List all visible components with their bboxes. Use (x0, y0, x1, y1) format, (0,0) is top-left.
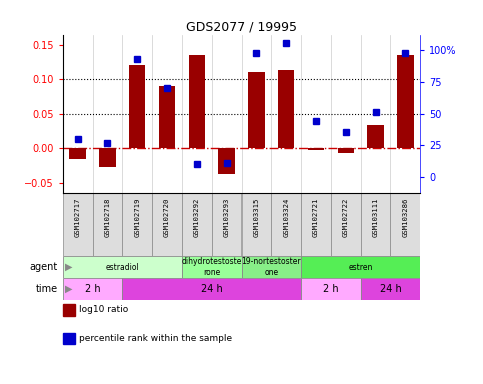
Bar (242, 193, 271, 257)
Bar (301, 278, 361, 300)
Bar (308, 148, 324, 150)
Text: estren: estren (348, 263, 373, 271)
Text: GSM102720: GSM102720 (164, 198, 170, 237)
Text: ▶: ▶ (65, 284, 73, 294)
Bar (331, 193, 361, 257)
Bar (63, 278, 122, 300)
Bar (63, 193, 93, 257)
Text: 2 h: 2 h (85, 284, 100, 294)
Bar (242, 257, 301, 278)
Title: GDS2077 / 19995: GDS2077 / 19995 (186, 20, 297, 33)
Text: 24 h: 24 h (380, 284, 401, 294)
Text: GSM103315: GSM103315 (254, 198, 259, 237)
Bar (63, 257, 182, 278)
Bar (397, 55, 413, 148)
Bar (218, 148, 235, 174)
Text: GSM103286: GSM103286 (402, 198, 408, 237)
Bar (182, 193, 212, 257)
Bar (152, 193, 182, 257)
Text: dihydrotestoste
rone: dihydrotestoste rone (182, 257, 242, 277)
Bar (338, 148, 354, 153)
Bar (129, 65, 145, 148)
Text: log10 ratio: log10 ratio (79, 305, 128, 314)
Bar (212, 193, 242, 257)
Text: GSM103292: GSM103292 (194, 198, 200, 237)
Bar (122, 278, 301, 300)
Text: GSM102718: GSM102718 (104, 198, 111, 237)
Text: GSM102722: GSM102722 (343, 198, 349, 237)
Text: GSM103324: GSM103324 (283, 198, 289, 237)
Bar (361, 193, 390, 257)
Text: GSM102721: GSM102721 (313, 198, 319, 237)
Text: ▶: ▶ (65, 262, 73, 272)
Text: 24 h: 24 h (201, 284, 223, 294)
Text: GSM102719: GSM102719 (134, 198, 140, 237)
Bar (301, 193, 331, 257)
Text: percentile rank within the sample: percentile rank within the sample (79, 334, 232, 343)
Bar (70, 148, 86, 159)
Bar (278, 70, 294, 148)
Bar (301, 257, 420, 278)
Text: 2 h: 2 h (323, 284, 339, 294)
Bar (189, 55, 205, 148)
Text: estradiol: estradiol (105, 263, 139, 271)
Bar (368, 126, 384, 148)
Text: 19-nortestoster
one: 19-nortestoster one (242, 257, 301, 277)
Bar (361, 278, 420, 300)
Text: GSM102717: GSM102717 (75, 198, 81, 237)
Bar (122, 193, 152, 257)
Bar (271, 193, 301, 257)
Bar (159, 86, 175, 148)
Bar (390, 193, 420, 257)
Bar (182, 257, 242, 278)
Text: agent: agent (30, 262, 58, 272)
Bar (93, 193, 122, 257)
Text: GSM103293: GSM103293 (224, 198, 229, 237)
Text: GSM103111: GSM103111 (372, 198, 379, 237)
Bar (248, 73, 265, 148)
Bar (99, 148, 115, 167)
Text: time: time (36, 284, 58, 294)
